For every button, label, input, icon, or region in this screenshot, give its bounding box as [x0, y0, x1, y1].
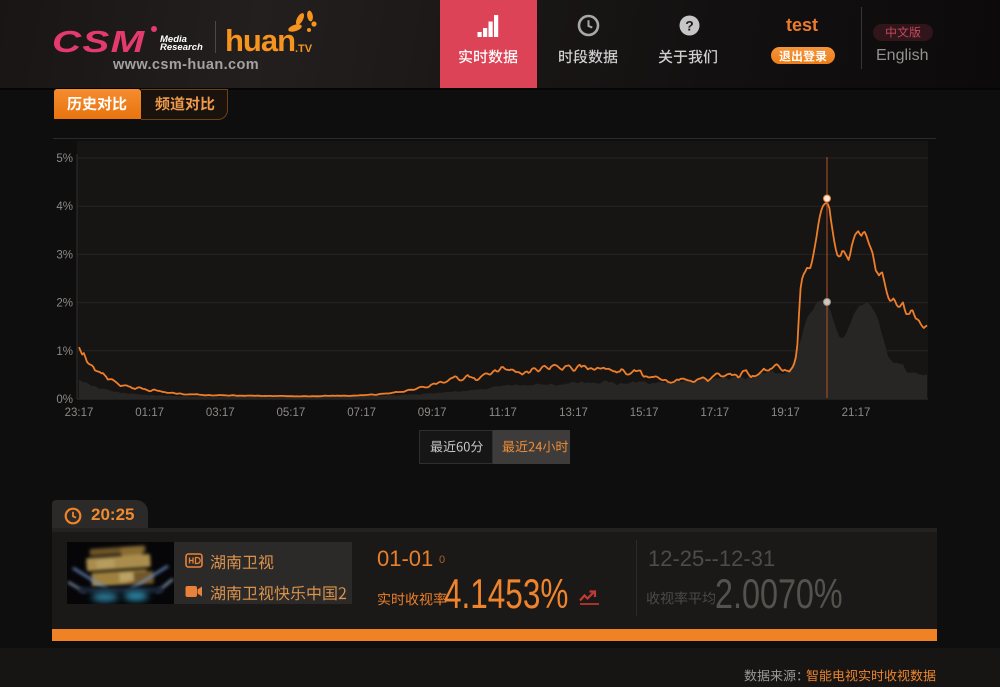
svg-text:2%: 2%: [56, 298, 73, 310]
svg-text:03:17: 03:17: [206, 407, 235, 419]
svg-text:1%: 1%: [56, 346, 73, 358]
svg-text:3%: 3%: [56, 249, 73, 261]
svg-text:11:17: 11:17: [489, 407, 517, 419]
svg-text:05:17: 05:17: [277, 407, 306, 419]
svg-text:13:17: 13:17: [559, 407, 588, 419]
svg-text:15:17: 15:17: [630, 407, 659, 419]
svg-text:?: ?: [685, 18, 694, 34]
svg-text:01:17: 01:17: [135, 407, 164, 419]
svg-text:07:17: 07:17: [347, 407, 376, 419]
svg-text:17:17: 17:17: [700, 407, 729, 419]
svg-text:21:17: 21:17: [842, 407, 871, 419]
svg-text:0%: 0%: [56, 394, 73, 406]
svg-text:09:17: 09:17: [418, 407, 447, 419]
svg-text:23:17: 23:17: [65, 407, 94, 419]
svg-text:5%: 5%: [56, 153, 73, 165]
svg-text:4%: 4%: [56, 201, 73, 213]
svg-text:19:17: 19:17: [771, 407, 800, 419]
